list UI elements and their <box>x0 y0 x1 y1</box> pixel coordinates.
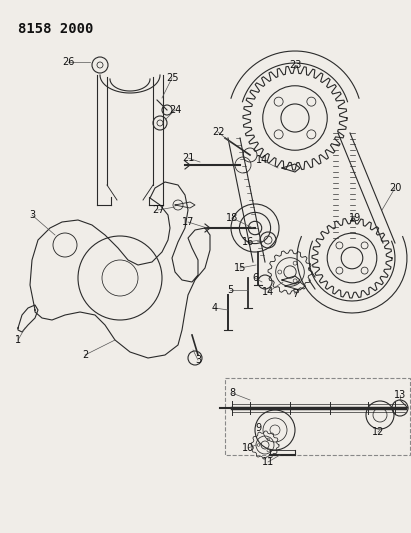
Text: 10: 10 <box>242 443 254 453</box>
Text: 26: 26 <box>62 57 74 67</box>
Text: 9: 9 <box>255 423 261 433</box>
Text: 21: 21 <box>182 153 194 163</box>
Text: 16: 16 <box>242 237 254 247</box>
Text: 18: 18 <box>226 213 238 223</box>
Bar <box>225 378 410 455</box>
Text: 8: 8 <box>229 388 235 398</box>
Text: 3: 3 <box>195 355 201 365</box>
Text: 13: 13 <box>394 390 406 400</box>
Text: 14: 14 <box>262 287 274 297</box>
Text: 8158 2000: 8158 2000 <box>18 22 93 36</box>
Text: 14: 14 <box>256 155 268 165</box>
Text: 22: 22 <box>212 127 224 137</box>
Text: 5: 5 <box>227 285 233 295</box>
Text: 27: 27 <box>152 205 164 215</box>
Text: 24: 24 <box>169 105 181 115</box>
Text: 25: 25 <box>166 73 178 83</box>
Text: 20: 20 <box>389 183 401 193</box>
Text: 2: 2 <box>82 350 88 360</box>
Text: 23: 23 <box>289 60 301 70</box>
Text: 12: 12 <box>372 427 384 437</box>
Text: 19: 19 <box>349 213 361 223</box>
Text: 6: 6 <box>252 273 258 283</box>
Text: 4: 4 <box>212 303 218 313</box>
Text: 1: 1 <box>15 335 21 345</box>
Text: 15: 15 <box>234 263 246 273</box>
Text: 7: 7 <box>292 289 298 299</box>
Text: 11: 11 <box>262 457 274 467</box>
Text: 17: 17 <box>182 217 194 227</box>
Text: 3: 3 <box>29 210 35 220</box>
